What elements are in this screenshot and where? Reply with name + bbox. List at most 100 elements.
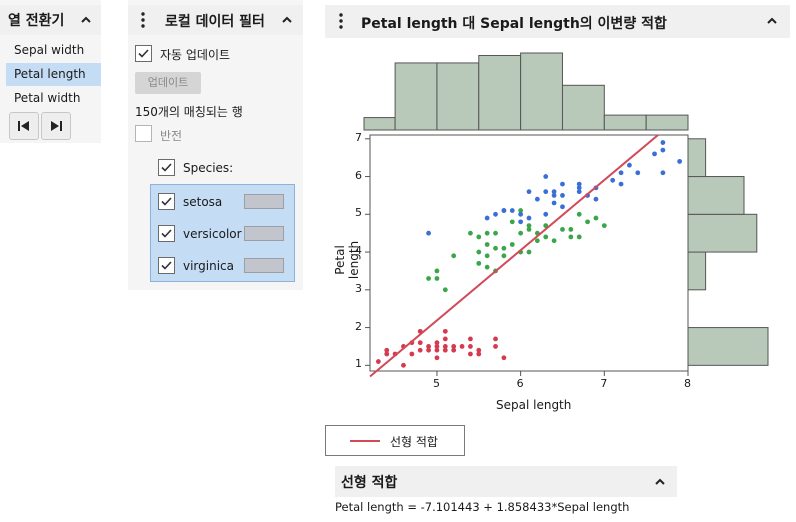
y-tick-label: 2 <box>355 319 362 333</box>
x-tick-label: 8 <box>684 377 691 390</box>
column-item-label: Sepal width <box>14 43 85 57</box>
point-versicolor <box>484 242 490 247</box>
point-virginica <box>484 215 490 221</box>
point-setosa <box>442 328 448 334</box>
point-virginica <box>618 181 624 187</box>
point-setosa <box>375 359 381 364</box>
point-virginica <box>618 170 624 176</box>
point-virginica <box>635 170 641 176</box>
point-versicolor <box>551 238 557 244</box>
invert-checkbox[interactable] <box>135 125 152 142</box>
point-versicolor <box>534 238 540 244</box>
x-axis-label: Sepal length <box>496 398 572 412</box>
point-setosa <box>468 351 473 357</box>
y-tick-label: 5 <box>355 206 362 220</box>
point-virginica <box>585 193 590 198</box>
point-virginica <box>518 211 524 217</box>
point-versicolor <box>518 249 524 255</box>
y-tick-label: 1 <box>355 357 362 371</box>
chevron-up-icon[interactable] <box>280 13 294 27</box>
linear-fit-title: 선형 적합 <box>341 475 398 491</box>
legend: 선형 적합 <box>325 425 465 456</box>
legend-label: 선형 적합 <box>390 435 438 449</box>
point-versicolor <box>468 230 473 236</box>
y-tick-label: 3 <box>355 281 362 295</box>
point-versicolor <box>576 234 582 240</box>
point-setosa <box>476 347 482 353</box>
point-setosa <box>434 355 440 361</box>
bivariate-report-header[interactable]: Petal length 대 Sepal length의 이변량 적합 <box>325 5 790 38</box>
column-item-petal-width[interactable]: Petal width <box>6 87 101 110</box>
chevron-up-icon[interactable] <box>79 13 93 27</box>
column-item-petal-length[interactable]: Petal length <box>6 63 101 86</box>
species-virginica-checkbox[interactable] <box>158 257 175 274</box>
point-setosa <box>434 340 440 346</box>
species-versicolor-color-swatch[interactable] <box>244 226 284 241</box>
menu-dots-icon[interactable] <box>339 13 343 29</box>
column-switcher-header[interactable]: 열 전환기 <box>0 5 101 35</box>
species-label: Species: <box>183 161 234 175</box>
menu-dots-icon[interactable] <box>141 12 145 28</box>
point-setosa <box>451 347 457 353</box>
column-item-sepal-width[interactable]: Sepal width <box>6 39 101 62</box>
point-setosa <box>392 351 398 357</box>
x-tick-label: 7 <box>600 377 608 390</box>
y-histogram-bar <box>687 213 758 253</box>
point-setosa <box>434 344 440 349</box>
x-histogram-bar <box>645 114 689 131</box>
point-virginica <box>652 151 657 157</box>
point-versicolor <box>484 230 490 236</box>
point-virginica <box>576 189 582 195</box>
point-virginica <box>509 208 515 213</box>
point-versicolor <box>526 223 532 229</box>
auto-update-checkbox[interactable] <box>135 45 152 62</box>
y-histogram-bar <box>687 176 745 215</box>
point-versicolor <box>560 227 565 232</box>
x-histogram-bar <box>436 62 480 131</box>
species-virginica-color-swatch[interactable] <box>244 258 284 273</box>
point-versicolor <box>451 253 457 259</box>
next-column-button[interactable] <box>41 112 71 140</box>
point-versicolor <box>568 234 574 240</box>
linear-fit-header[interactable]: 선형 적합 <box>335 466 677 497</box>
point-virginica <box>576 185 582 191</box>
species-setosa-checkbox[interactable] <box>158 193 175 210</box>
point-virginica <box>493 211 498 217</box>
plot-frame <box>369 134 689 372</box>
point-setosa <box>426 344 431 349</box>
local-filter-header[interactable]: 로컬 데이터 필터 <box>128 5 303 35</box>
y-histogram-bar <box>687 327 769 366</box>
update-button[interactable]: 업데이트 <box>135 72 201 94</box>
species-setosa-color-swatch[interactable] <box>244 194 284 209</box>
point-virginica <box>543 211 549 217</box>
check-icon <box>161 229 172 238</box>
skip-next-icon <box>51 121 62 131</box>
chevron-up-icon[interactable] <box>653 475 667 489</box>
x-histogram-bar <box>394 62 438 131</box>
chevron-up-icon[interactable] <box>765 14 779 28</box>
point-setosa <box>417 340 423 346</box>
matching-rows-text: 150개의 매칭되는 행 <box>135 105 243 119</box>
point-versicolor <box>484 253 490 259</box>
point-versicolor <box>434 276 440 281</box>
check-icon <box>161 163 172 172</box>
point-versicolor <box>493 230 498 236</box>
point-setosa <box>384 347 390 353</box>
point-virginica <box>593 185 599 191</box>
species-versicolor-checkbox[interactable] <box>158 225 175 242</box>
point-setosa <box>417 328 423 334</box>
skip-previous-icon <box>18 121 29 131</box>
point-virginica <box>560 193 565 198</box>
point-virginica <box>526 189 532 195</box>
point-setosa <box>468 344 473 349</box>
check-icon <box>161 197 172 206</box>
point-versicolor <box>501 245 507 251</box>
point-versicolor <box>501 253 507 259</box>
species-checkbox[interactable] <box>158 159 175 176</box>
point-versicolor <box>493 245 498 251</box>
invert-label: 반전 <box>160 129 183 143</box>
point-versicolor <box>568 227 574 232</box>
previous-column-button[interactable] <box>9 112 39 140</box>
point-setosa <box>409 351 415 357</box>
point-virginica <box>426 230 431 236</box>
